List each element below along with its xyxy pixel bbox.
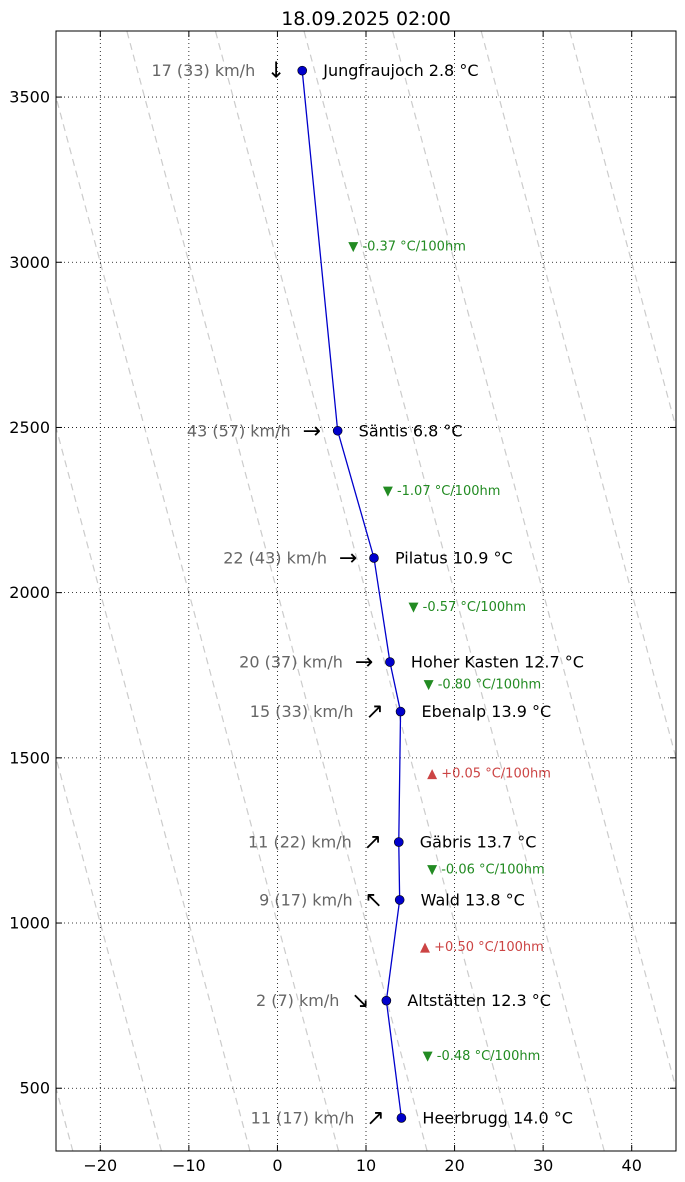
x-tick-label: 30 [533, 1156, 553, 1175]
dry-adiabat-line [56, 94, 340, 1151]
x-tick-label: −20 [83, 1156, 117, 1175]
temperature-profile-line [301, 70, 403, 1119]
dry-adiabat-line [480, 31, 676, 761]
lapse-rate-label: ▼ -0.80 °C/100hm [424, 677, 542, 692]
station-label: Hoher Kasten 12.7 °C [411, 653, 584, 672]
station-point [394, 895, 405, 905]
axis-ticks: −20 −10 0 10 20 30 40 500 1000 1500 2000 2500 3000 35… [9, 31, 676, 1175]
y-tick-label: 1000 [9, 914, 50, 933]
station-label: Pilatus 10.9 °C [395, 548, 513, 567]
x-tick-label: 40 [622, 1156, 642, 1175]
lapse-rate-label: ▼ -0.57 °C/100hm [409, 600, 527, 615]
station-point [385, 657, 395, 667]
dry-adiabat-line [569, 31, 676, 430]
lapse-rate-label: ▲ +0.50 °C/100hm [420, 940, 544, 955]
dry-adiabat-line [56, 425, 251, 1151]
wind-speed-label: 20 (37) km/h [239, 653, 343, 672]
wind-speed-label: 22 (43) km/h [223, 548, 327, 567]
station-point [396, 1113, 407, 1123]
x-tick-label: −10 [172, 1156, 206, 1175]
wind-direction-icon: ↘ [351, 989, 369, 1014]
wind-speed-label: 11 (17) km/h [251, 1108, 355, 1127]
wind-direction-icon: → [355, 650, 373, 675]
grid-lines [56, 31, 676, 1151]
wind-direction-icon: ↗ [366, 1106, 384, 1131]
station-label: Heerbrugg 14.0 °C [422, 1108, 572, 1127]
station-label: Ebenalp 13.9 °C [422, 702, 552, 721]
x-tick-label: 0 [272, 1156, 282, 1175]
wind-speed-label: 43 (57) km/h [187, 421, 291, 440]
station-label: Gäbris 13.7 °C [420, 833, 537, 852]
station-label: Altstätten 12.3 °C [407, 991, 551, 1010]
wind-direction-icon: → [339, 546, 357, 571]
y-tick-label: 2000 [9, 583, 50, 602]
wind-direction-icon: → [302, 419, 320, 444]
station-point [381, 995, 392, 1006]
y-tick-label: 1500 [9, 748, 50, 767]
x-tick-label: 20 [444, 1156, 464, 1175]
wind-direction-icon: ↓ [267, 59, 285, 84]
wind-speed-label: 17 (33) km/h [151, 61, 255, 80]
station-label: Wald 13.8 °C [421, 890, 525, 909]
wind-speed-label: 15 (33) km/h [250, 702, 354, 721]
lapse-rate-label: ▼ -0.37 °C/100hm [348, 240, 466, 255]
lapse-rate-label: ▼ -1.07 °C/100hm [383, 484, 501, 499]
y-tick-label: 500 [19, 1079, 50, 1098]
station-point [369, 553, 379, 563]
wind-direction-icon: ↗ [364, 830, 382, 855]
station-labels: Jungfraujoch 2.8 °C ↓ 17 (33) km/h Säntis 6… [151, 59, 583, 1131]
station-points [297, 65, 407, 1123]
station-point [395, 706, 406, 717]
dry-adiabat-lines [56, 31, 676, 1151]
y-tick-label: 3000 [9, 253, 50, 272]
dry-adiabat-line [126, 31, 428, 1151]
dry-adiabat-line [56, 755, 162, 1151]
station-point [393, 837, 404, 847]
lapse-rate-label: ▼ -0.48 °C/100hm [423, 1049, 541, 1064]
wind-speed-label: 11 (22) km/h [248, 833, 352, 852]
x-tick-label: 10 [356, 1156, 376, 1175]
station-label: Säntis 6.8 °C [359, 421, 463, 440]
wind-speed-label: 2 (7) km/h [256, 991, 339, 1010]
dry-adiabat-line [391, 31, 676, 1091]
wind-direction-icon: ↖ [364, 888, 382, 913]
dry-adiabat-line [303, 31, 605, 1151]
wind-direction-icon: ↗ [365, 700, 383, 725]
dry-adiabat-line [214, 31, 517, 1151]
y-tick-label: 2500 [9, 418, 50, 437]
y-tick-label: 3500 [9, 88, 50, 107]
station-point [332, 425, 343, 436]
station-point [297, 65, 308, 76]
lapse-rate-labels: ▼ -0.37 °C/100hm ▼ -1.07 °C/100hm ▼ -0.57 … [348, 240, 551, 1064]
chart-title: 18.09.2025 02:00 [281, 8, 451, 30]
series-line [301, 70, 403, 1119]
station-label: Jungfraujoch 2.8 °C [322, 61, 478, 80]
lapse-rate-label: ▲ +0.05 °C/100hm [427, 767, 551, 782]
plot-frame [55, 30, 677, 1152]
lapse-rate-label: ▼ -0.06 °C/100hm [427, 862, 545, 877]
wind-speed-label: 9 (17) km/h [259, 890, 353, 909]
